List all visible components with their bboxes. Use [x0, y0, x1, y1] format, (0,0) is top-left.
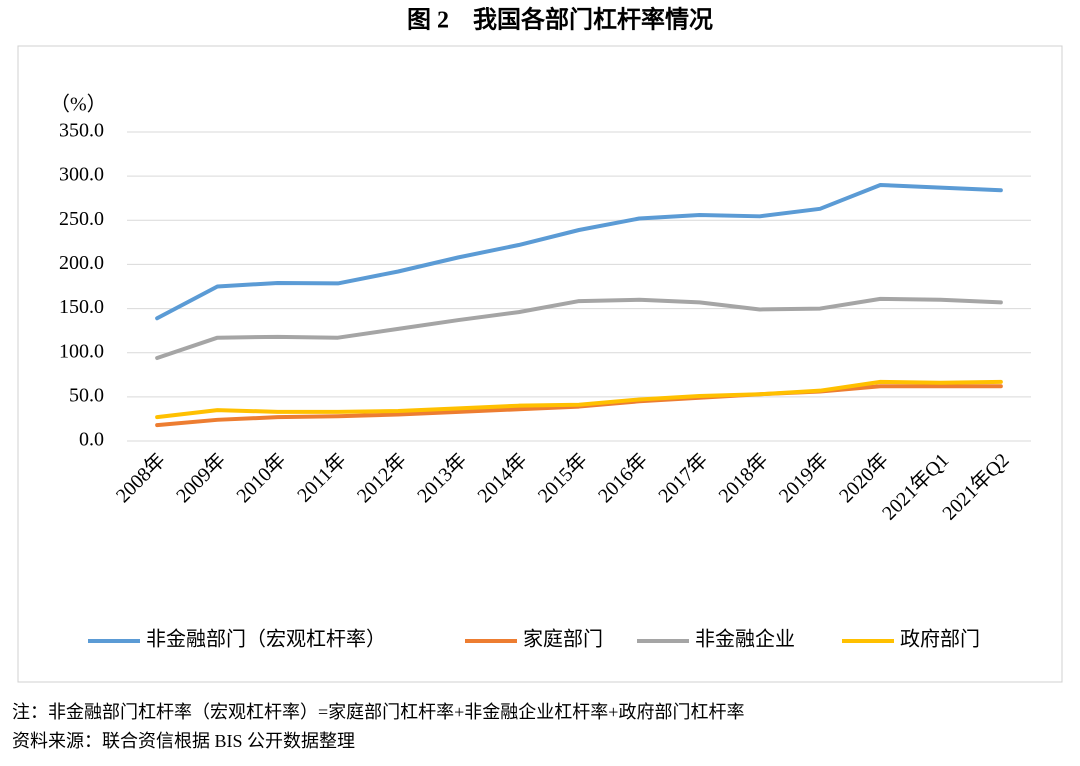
- x-tick-label: 2009年: [171, 449, 230, 508]
- chart-frame: [17, 45, 1063, 683]
- legend-label: 非金融企业: [695, 628, 795, 651]
- x-tick-label: 2018年: [714, 449, 773, 508]
- x-tick-label: 2015年: [533, 449, 592, 508]
- x-tick-label: 2014年: [473, 449, 532, 508]
- source: 资料来源：联合资信根据 BIS 公开数据整理: [12, 731, 355, 751]
- note: 注：非金融部门杠杆率（宏观杠杆率）=家庭部门杠杆率+非金融企业杠杆率+政府部门杠…: [12, 702, 744, 722]
- x-tick-label: 2010年: [232, 449, 291, 508]
- chart-title: 图 2 我国各部门杠杆率情况: [407, 6, 713, 34]
- x-tick-label: 2011年: [293, 449, 351, 507]
- x-tick-label: 2019年: [774, 449, 833, 508]
- legend-label: 非金融部门（宏观杠杆率）: [146, 628, 386, 651]
- x-tick-label: 2008年: [111, 449, 170, 508]
- y-tick-label: 300.0: [59, 164, 104, 186]
- x-tick-label: 2016年: [593, 449, 652, 508]
- y-tick-label: 200.0: [59, 252, 104, 274]
- x-tick-label: 2020年: [834, 449, 893, 508]
- x-tick-label: 2017年: [654, 449, 713, 508]
- y-tick-label: 0.0: [79, 429, 104, 451]
- x-tick-label: 2021年Q2: [938, 449, 1014, 525]
- legend-label: 政府部门: [900, 628, 980, 651]
- y-tick-label: 250.0: [59, 208, 104, 230]
- y-tick-label: 100.0: [59, 340, 104, 362]
- x-tick-label: 2012年: [352, 449, 411, 508]
- data-line: [155, 379, 1003, 420]
- y-tick-label: 350.0: [59, 120, 104, 142]
- legend-label: 家庭部门: [523, 628, 603, 651]
- data-line: [155, 182, 1003, 321]
- x-tick-label: 2013年: [413, 449, 472, 508]
- y-tick-label: 50.0: [69, 384, 104, 406]
- y-unit: （%）: [50, 93, 107, 116]
- data-line: [155, 296, 1003, 361]
- y-tick-label: 150.0: [59, 296, 104, 318]
